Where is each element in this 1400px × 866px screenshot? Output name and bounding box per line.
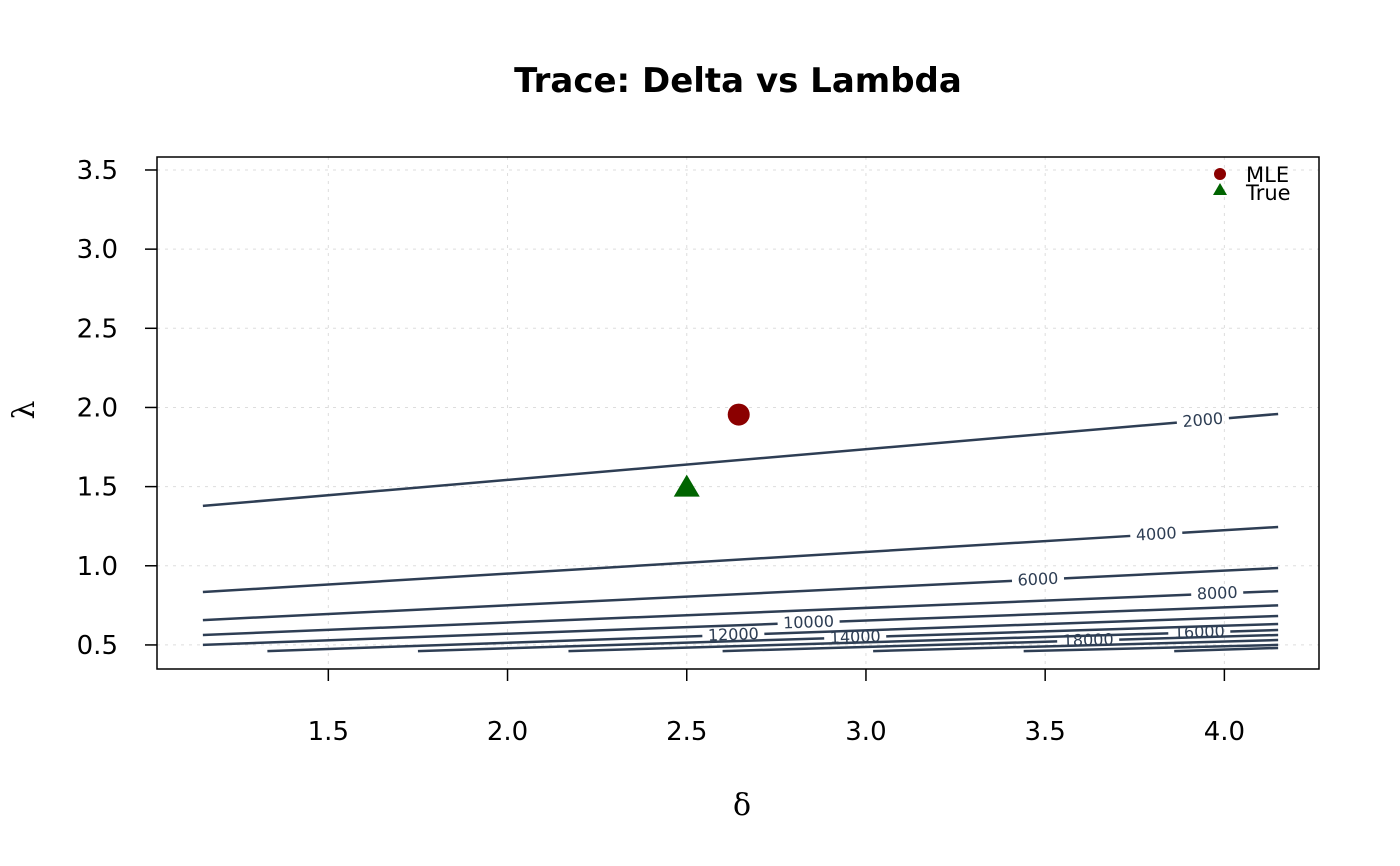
x-tick-label: 4.0 xyxy=(1204,717,1245,747)
legend-mle-marker xyxy=(1214,168,1226,180)
contour-line xyxy=(202,579,1013,622)
x-axis: 1.5 2.0 2.5 3.0 3.5 4.0 xyxy=(308,669,1245,747)
y-tick-label: 1.0 xyxy=(77,552,118,582)
contour-line xyxy=(873,638,1279,653)
contour-label: 6000 xyxy=(1017,569,1059,590)
mle-point xyxy=(727,403,750,426)
contour-line xyxy=(1174,646,1279,653)
y-tick-label: 1.5 xyxy=(77,473,118,503)
contour-line xyxy=(267,634,703,653)
contour-label: 4000 xyxy=(1135,523,1177,544)
contour-line xyxy=(1230,628,1279,633)
x-tick-label: 2.5 xyxy=(666,717,707,747)
y-tick-label: 2.5 xyxy=(77,314,118,344)
legend-true-marker xyxy=(1213,183,1227,195)
contour-line xyxy=(568,632,1169,653)
y-tick-label: 3.0 xyxy=(77,235,118,265)
contour-label: 16000 xyxy=(1174,622,1225,643)
legend-mle-label: MLE xyxy=(1246,163,1289,187)
contour-line xyxy=(1063,566,1279,580)
contour-label: 2000 xyxy=(1182,409,1224,431)
contour-line xyxy=(1228,412,1279,420)
contour-line xyxy=(202,534,1131,594)
points xyxy=(673,403,750,497)
contour-line xyxy=(1119,633,1279,641)
legend-true-label: True xyxy=(1245,181,1291,205)
contour-label: 10000 xyxy=(783,612,835,633)
contour-line xyxy=(1182,525,1279,535)
true-point xyxy=(673,474,700,497)
legend: MLE True xyxy=(1213,163,1291,205)
y-axis-label: λ xyxy=(7,400,42,419)
x-tick-label: 3.5 xyxy=(1024,717,1065,747)
y-axis: 0.5 1.0 1.5 2.0 2.5 3.0 3.5 xyxy=(77,156,157,661)
y-tick-label: 2.0 xyxy=(77,393,118,423)
x-tick-label: 1.5 xyxy=(308,717,349,747)
contour-line xyxy=(886,622,1279,638)
x-tick-label: 2.0 xyxy=(487,717,528,747)
contour-label: 8000 xyxy=(1196,583,1237,604)
contour-line xyxy=(1023,643,1279,653)
contour-line xyxy=(202,622,778,647)
contour-line xyxy=(1243,589,1279,594)
contour-line xyxy=(764,614,1279,636)
x-tick-label: 3.0 xyxy=(845,717,886,747)
y-tick-label: 0.5 xyxy=(77,631,118,661)
contour-label: 18000 xyxy=(1062,630,1113,650)
y-tick-label: 3.5 xyxy=(77,156,118,186)
contour-line xyxy=(202,593,1192,637)
contour-line xyxy=(839,604,1279,623)
contour-line xyxy=(202,421,1177,508)
contour-line xyxy=(417,637,825,653)
plot-frame xyxy=(156,156,1320,670)
chart-title: Trace: Delta vs Lambda xyxy=(514,61,962,101)
x-axis-label: δ xyxy=(733,788,751,823)
contour-line xyxy=(722,640,1058,653)
